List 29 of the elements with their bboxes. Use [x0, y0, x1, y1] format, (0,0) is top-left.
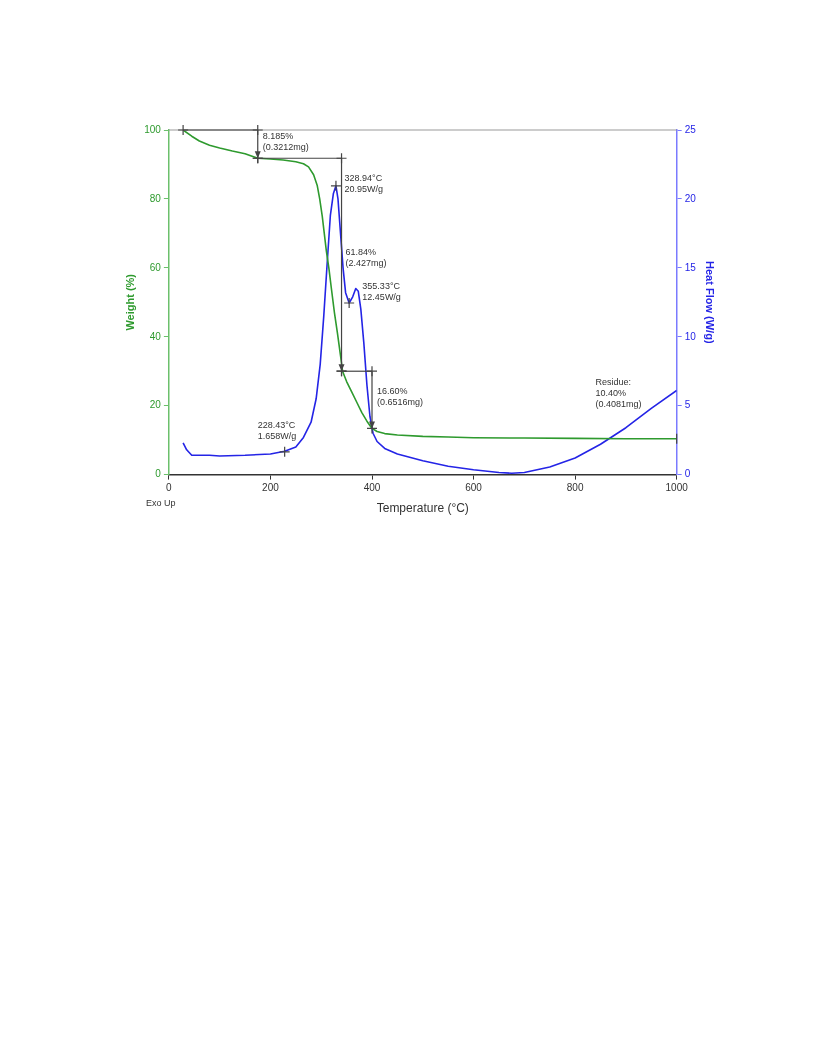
annotation: 61.84% (2.427mg) [345, 247, 387, 269]
x-tick-label: 400 [363, 482, 381, 494]
y2-tick-label: 5 [684, 399, 691, 411]
y-tick-label: 0 [155, 468, 162, 480]
annotation: 355.33°C 12.45W/g [362, 281, 401, 303]
x-tick-label: 0 [166, 482, 173, 494]
y-tick-label: 100 [144, 123, 162, 135]
y2-tick-label: 15 [684, 261, 697, 273]
y-tick-label: 80 [149, 192, 162, 204]
annotation: Residue: 10.40% (0.4081mg) [595, 377, 642, 410]
annotation: 228.43°C 1.658W/g [257, 420, 297, 442]
annotation: 8.185% (0.3212mg) [262, 131, 309, 153]
y-axis-title: Weight (%) [123, 273, 136, 331]
annotation: 328.94°C 20.95W/g [344, 173, 384, 195]
x-tick-label: 200 [262, 482, 280, 494]
y2-tick-label: 0 [684, 468, 691, 480]
text: Exo Up [146, 497, 176, 508]
y2-axis-title: Heat Flow (W/g) [704, 261, 717, 344]
x-tick-label: 800 [566, 482, 584, 494]
annotation: 16.60% (0.6516mg) [377, 385, 424, 407]
y2-tick-label: 25 [684, 123, 697, 135]
x-axis-title: Temperature (°C) [376, 501, 469, 516]
y-tick-label: 20 [149, 399, 162, 411]
y2-tick-label: 20 [684, 192, 697, 204]
x-tick-label: 1000 [665, 482, 689, 494]
y-tick-label: 40 [149, 330, 162, 342]
y2-tick-label: 10 [684, 330, 697, 342]
x-tick-label: 600 [465, 482, 483, 494]
y-tick-label: 60 [149, 261, 162, 273]
